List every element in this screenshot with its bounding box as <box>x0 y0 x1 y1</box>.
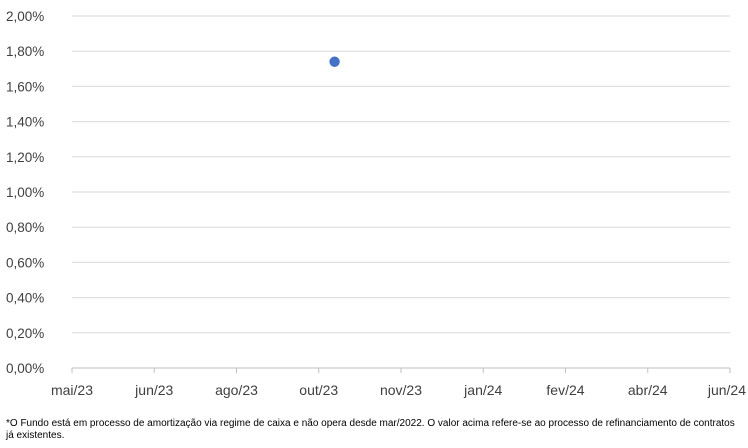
x-tick-label: abr/24 <box>628 382 668 398</box>
x-axis <box>71 367 731 373</box>
data-points <box>329 56 340 67</box>
y-tick-label: 1,60% <box>6 79 44 94</box>
y-tick-label: 1,20% <box>6 150 44 165</box>
y-tick-label: 0,40% <box>6 291 44 306</box>
y-tick-label: 0,80% <box>6 220 44 235</box>
y-tick-label: 1,80% <box>6 44 44 59</box>
x-axis-tick-labels: mai/23 jun/23 ago/23 out/23 nov/23 jan/24 fev/… <box>51 382 746 398</box>
y-tick-label: 0,00% <box>6 361 44 376</box>
y-tick-label: 0,20% <box>6 326 44 341</box>
x-tick-label: fev/24 <box>546 382 584 398</box>
gridlines <box>72 15 730 334</box>
y-tick-label: 0,60% <box>6 255 44 270</box>
x-tick-label: jun/23 <box>134 382 173 398</box>
chart: 0,00% 0,20% 0,40% 0,60% 0,80% 1,00% 1,20% 1,40%… <box>6 9 746 398</box>
data-point <box>329 56 340 67</box>
y-tick-label: 1,40% <box>6 115 44 130</box>
y-axis-tick-labels: 0,00% 0,20% 0,40% 0,60% 0,80% 1,00% 1,20% 1,40%… <box>6 9 44 376</box>
x-tick-label: out/23 <box>299 382 338 398</box>
x-tick-label: jan/24 <box>463 382 502 398</box>
x-tick-label: ago/23 <box>215 382 258 398</box>
footnote: *O Fundo está em processo de amortização… <box>6 418 735 441</box>
x-tick-label: nov/23 <box>380 382 422 398</box>
y-tick-label: 2,00% <box>6 9 44 24</box>
x-tick-label: mai/23 <box>51 382 93 398</box>
y-tick-label: 1,00% <box>6 185 44 200</box>
x-tick-label: jun/24 <box>707 382 746 398</box>
